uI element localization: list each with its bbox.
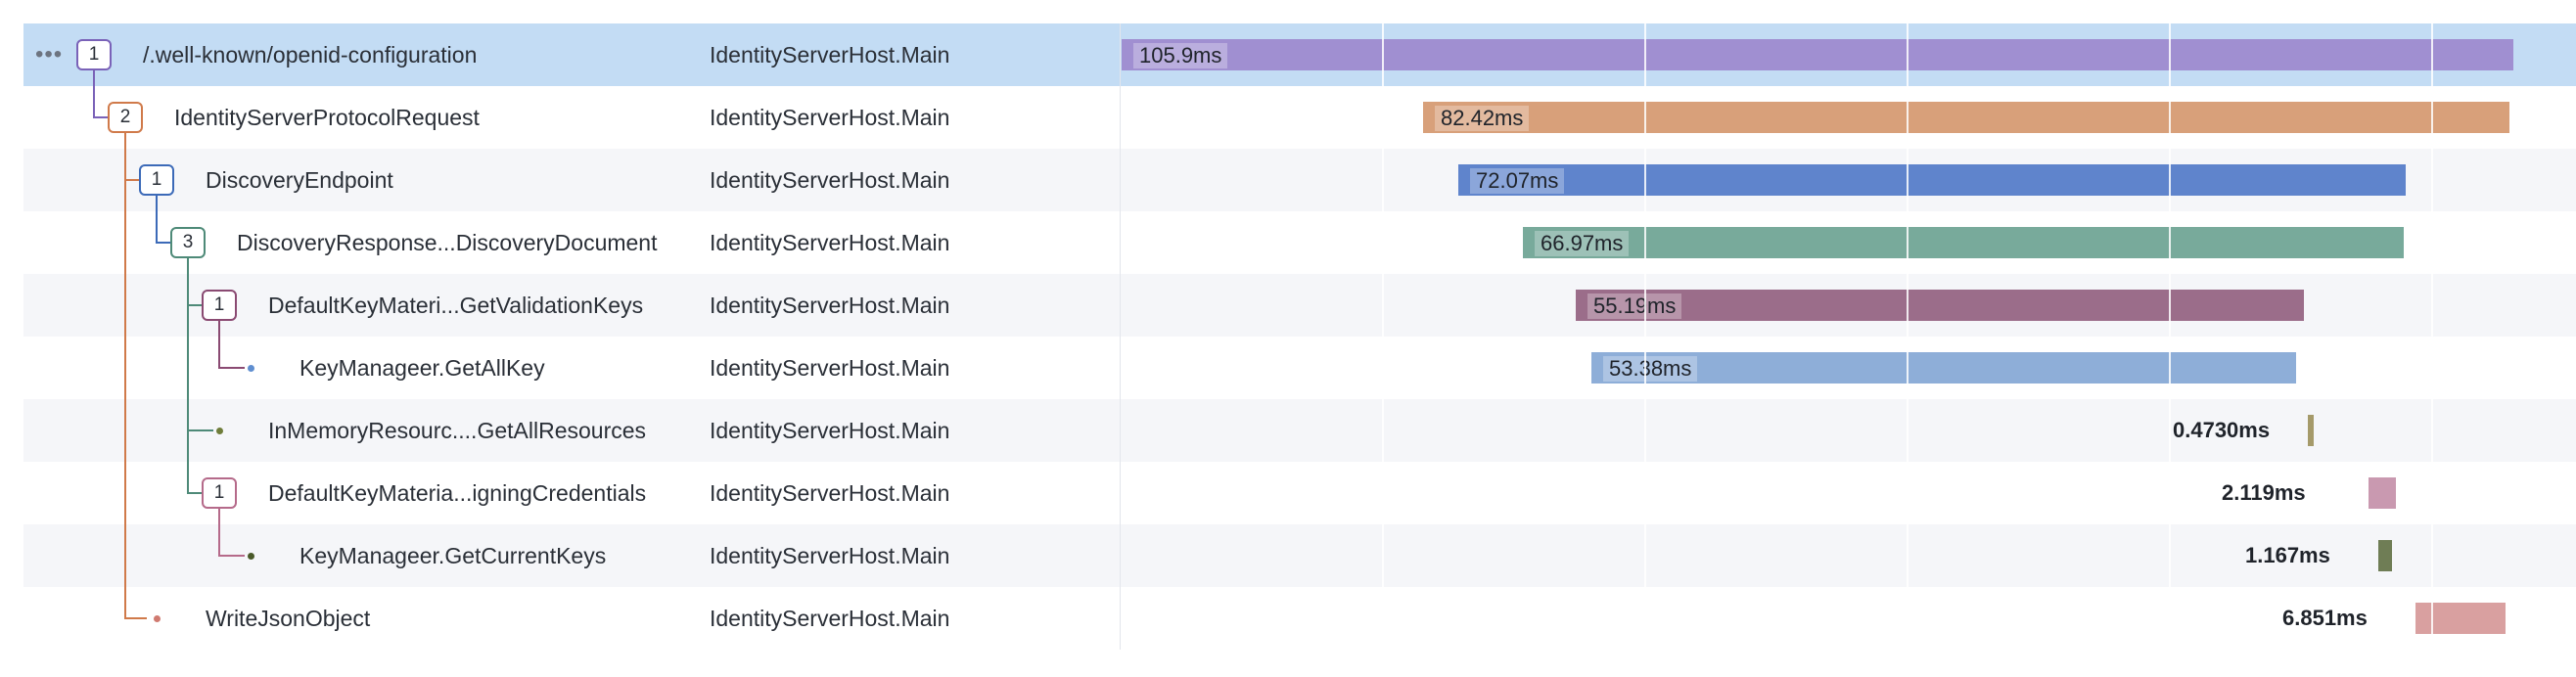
span-bar[interactable] [2369, 477, 2396, 509]
span-row[interactable]: KeyManageer.GetAllKey IdentityServerHost… [23, 337, 2576, 399]
child-count-badge[interactable]: 2 [108, 102, 143, 133]
span-row[interactable]: WriteJsonObject IdentityServerHost.Main … [23, 587, 2576, 650]
span-duration: 2.119ms [2222, 480, 2306, 505]
service-name: IdentityServerHost.Main [710, 167, 950, 193]
span-row[interactable]: 1 DiscoveryEndpoint IdentityServerHost.M… [23, 149, 2576, 211]
span-name: IdentityServerProtocolRequest [174, 105, 480, 130]
child-count-badge[interactable]: 1 [202, 477, 237, 509]
span-row[interactable]: InMemoryResourc....GetAllResources Ident… [23, 399, 2576, 462]
leaf-dot-icon [248, 365, 254, 372]
timeline-gridline [1382, 23, 1384, 650]
span-bar[interactable] [2308, 415, 2314, 446]
span-row[interactable]: ••• 1 /.well-known/openid-configuration … [23, 23, 2576, 86]
service-name: IdentityServerHost.Main [710, 480, 950, 506]
child-count-badge[interactable]: 1 [202, 290, 237, 321]
span-name: DiscoveryResponse...DiscoveryDocument [237, 230, 658, 255]
span-row[interactable]: 1 DefaultKeyMateri...GetValidationKeys I… [23, 274, 2576, 337]
timeline-gridline [2169, 23, 2171, 650]
span-name: DiscoveryEndpoint [206, 167, 393, 193]
service-name: IdentityServerHost.Main [710, 355, 950, 381]
span-row[interactable]: 1 DefaultKeyMateria...igningCredentials … [23, 462, 2576, 524]
span-name: DefaultKeyMateri...GetValidationKeys [268, 293, 644, 318]
timeline-gridline [2431, 23, 2433, 650]
span-bar[interactable] [1122, 39, 2513, 70]
span-name: WriteJsonObject [206, 606, 371, 631]
ellipsis-icon[interactable]: ••• [35, 41, 64, 68]
leaf-dot-icon [248, 553, 254, 560]
timeline-gridline [1907, 23, 1909, 650]
span-bar[interactable] [1576, 290, 2304, 321]
span-duration: 66.97ms [1535, 231, 1630, 256]
span-name: KeyManageer.GetAllKey [299, 355, 545, 381]
span-duration: 82.42ms [1435, 106, 1530, 131]
span-bar[interactable] [2378, 540, 2392, 571]
service-name: IdentityServerHost.Main [710, 42, 950, 68]
leaf-dot-icon [216, 428, 223, 434]
span-duration: 55.19ms [1587, 293, 1682, 319]
service-name: IdentityServerHost.Main [710, 606, 950, 631]
span-name: InMemoryResourc....GetAllResources [268, 418, 647, 443]
span-bar[interactable] [1458, 164, 2406, 196]
timeline-gridline [1644, 23, 1646, 650]
child-count-badge[interactable]: 1 [76, 39, 112, 70]
timeline-divider [1120, 23, 1121, 650]
span-bar[interactable] [1423, 102, 2509, 133]
span-row[interactable]: KeyManageer.GetCurrentKeys IdentityServe… [23, 524, 2576, 587]
span-name: /.well-known/openid-configuration [143, 42, 478, 68]
child-count-badge[interactable]: 1 [139, 164, 174, 196]
span-row[interactable]: 2 IdentityServerProtocolRequest Identity… [23, 86, 2576, 149]
span-bar[interactable] [2415, 603, 2506, 634]
service-name: IdentityServerHost.Main [710, 543, 950, 568]
trace-view: ••• 1 /.well-known/openid-configuration … [23, 23, 2576, 650]
span-duration: 53.38ms [1603, 356, 1698, 382]
span-name: KeyManageer.GetCurrentKeys [299, 543, 607, 568]
span-row[interactable]: 3 DiscoveryResponse...DiscoveryDocument … [23, 211, 2576, 274]
leaf-dot-icon [154, 615, 161, 622]
span-bar[interactable] [1523, 227, 2404, 258]
service-name: IdentityServerHost.Main [710, 418, 950, 443]
service-name: IdentityServerHost.Main [710, 105, 950, 130]
service-name: IdentityServerHost.Main [710, 230, 950, 255]
span-duration: 72.07ms [1470, 168, 1565, 194]
span-duration: 1.167ms [2245, 543, 2330, 567]
span-name: DefaultKeyMateria...igningCredentials [268, 480, 647, 506]
service-name: IdentityServerHost.Main [710, 293, 950, 318]
span-bar[interactable] [1591, 352, 2296, 384]
span-duration: 105.9ms [1133, 43, 1228, 68]
span-duration: 6.851ms [2282, 606, 2368, 630]
child-count-badge[interactable]: 3 [170, 227, 206, 258]
span-duration: 0.4730ms [2173, 418, 2271, 442]
span-tree-connectors [93, 70, 245, 619]
